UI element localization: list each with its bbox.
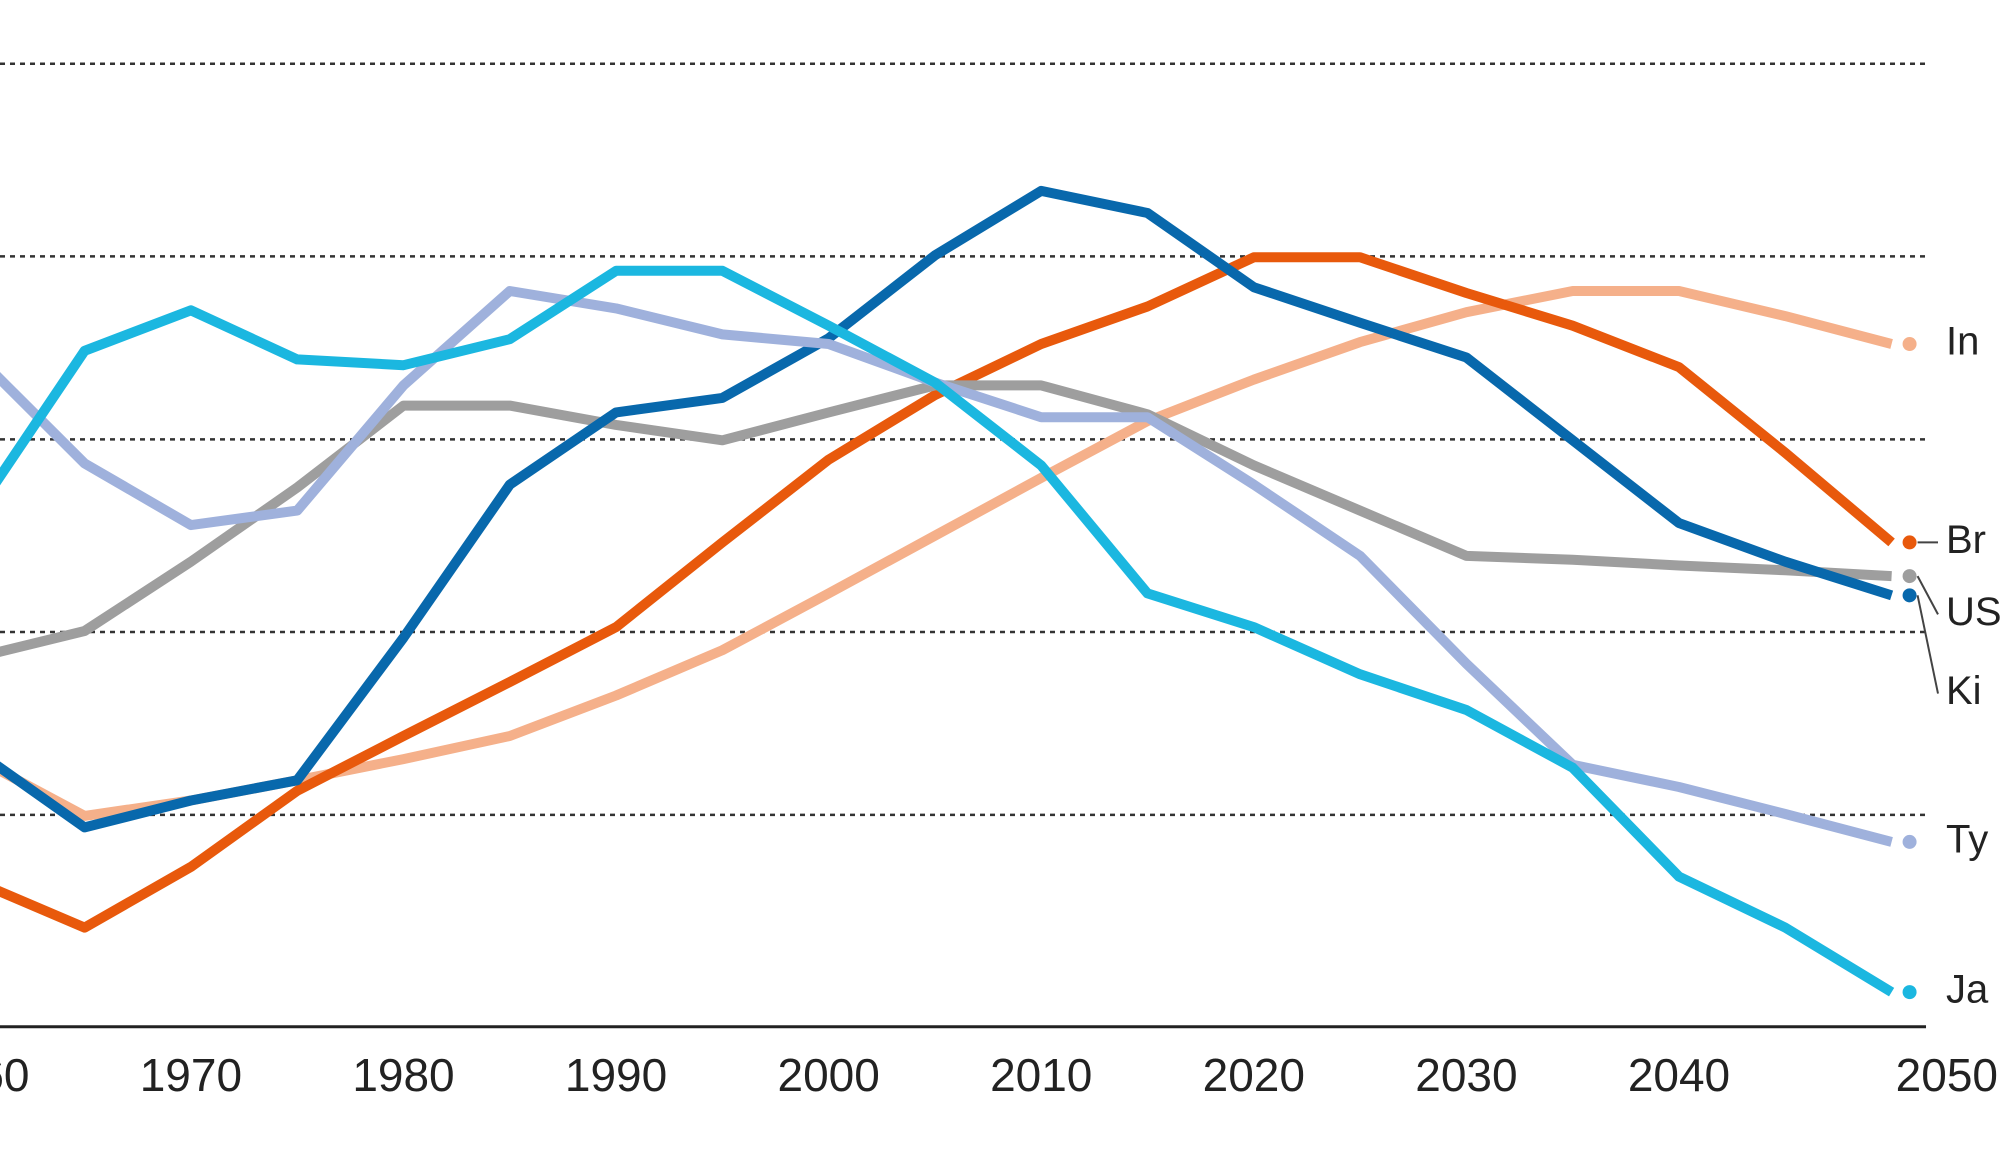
x-tick-label: 1990 <box>565 1049 667 1101</box>
series-label: Ki <box>1946 669 1982 713</box>
end-point <box>1902 588 1917 603</box>
x-tick-label: 1960 <box>0 1049 29 1101</box>
x-tick-label: 2030 <box>1415 1049 1517 1101</box>
x-tick-label: 2000 <box>777 1049 879 1101</box>
series-label: Ja <box>1946 968 1989 1012</box>
series-line <box>0 252 1895 933</box>
series-label: In <box>1946 320 1979 364</box>
x-tick-label: 1980 <box>352 1049 454 1101</box>
x-tick-label: 2040 <box>1628 1049 1730 1101</box>
x-tick-label: 2020 <box>1203 1049 1305 1101</box>
end-point <box>1902 535 1917 550</box>
x-tick-label: 1970 <box>140 1049 242 1101</box>
end-point <box>1902 337 1917 352</box>
end-point <box>1902 569 1917 584</box>
series-line <box>0 265 1895 997</box>
series-line <box>0 380 1892 657</box>
end-point <box>1902 985 1917 1000</box>
series-line <box>0 185 1894 833</box>
series-label: Br <box>1946 518 1986 562</box>
series-label: US <box>1946 590 2000 634</box>
x-tick-label: 2010 <box>990 1049 1092 1101</box>
leader-line <box>1916 595 1939 694</box>
series-label: Ty <box>1946 817 1988 861</box>
series-line <box>0 286 1893 821</box>
end-point <box>1902 834 1917 849</box>
leader-line <box>1916 575 1939 615</box>
x-tick-label: 2050 <box>1896 1049 1998 1101</box>
